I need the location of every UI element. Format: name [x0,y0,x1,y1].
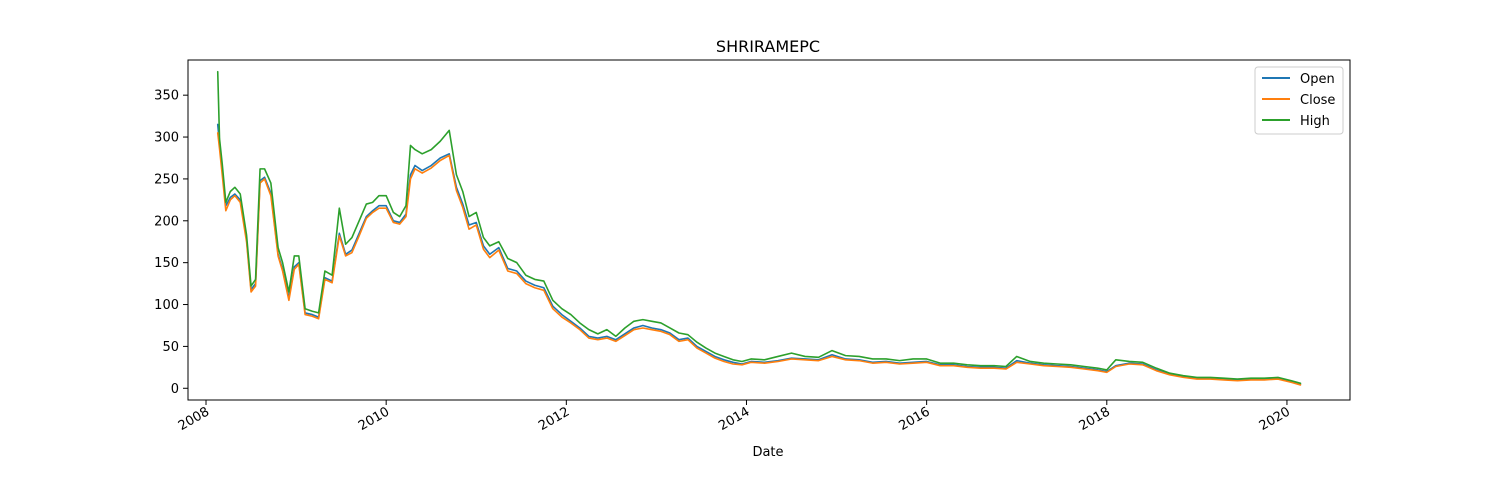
x-tick-label-2: 2012 [536,404,572,434]
y-tick-label-7: 350 [154,89,179,104]
legend-label-open: Open [1300,72,1335,87]
series-layer [216,70,1302,386]
y-tick-label-1: 50 [162,340,179,355]
legend-box [1254,66,1344,135]
x-tick-label-4: 2016 [896,404,932,434]
y-tick-label-3: 150 [154,256,179,271]
x-tick-label-3: 2014 [716,404,752,434]
chart-title: SHRIRAMEPC [716,37,820,56]
x-tick-label-5: 2018 [1077,404,1113,434]
series-line-close [216,132,1302,386]
y-axis: 0 50 100 150 200 250 300 350 [154,89,188,397]
y-tick-label-0: 0 [171,382,179,397]
y-tick-label-5: 250 [154,172,179,187]
y-tick-label-4: 200 [154,214,179,229]
y-tick-label-2: 100 [154,298,179,313]
y-tick-label-6: 300 [154,131,179,146]
x-tick-label-1: 2010 [356,404,392,434]
series-line-open [216,123,1302,385]
plot-frame [187,59,1351,401]
x-axis-label: Date [752,445,783,460]
legend-label-close: Close [1300,93,1335,108]
series-line-high [216,70,1302,385]
legend: Open Close High [1254,66,1344,135]
legend-label-high: High [1300,114,1330,129]
x-tick-label-0: 2008 [176,404,212,434]
x-axis: 2008 2010 2012 2014 2016 2018 2020 [176,400,1293,434]
x-tick-label-6: 2020 [1257,404,1293,434]
